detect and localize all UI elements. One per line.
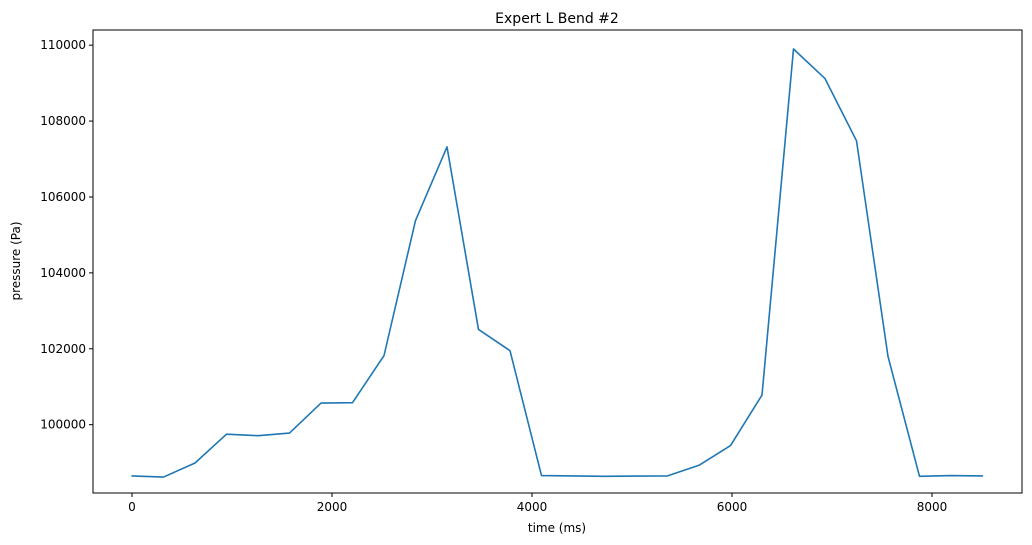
y-tick-label: 106000 (40, 190, 86, 204)
y-tick-label: 100000 (40, 418, 86, 432)
y-tick-label: 108000 (40, 114, 86, 128)
x-axis-label: time (ms) (528, 521, 586, 535)
x-axis: 0 2000 4000 6000 8000 (128, 493, 947, 514)
plot-area (131, 48, 984, 478)
x-tick-label: 6000 (717, 500, 748, 514)
y-tick-label: 110000 (40, 38, 86, 52)
chart-title: Expert L Bend #2 (495, 11, 619, 27)
series-line-0 (131, 48, 984, 478)
axes-frame (92, 29, 1023, 494)
x-tick-label: 4000 (517, 500, 548, 514)
x-tick-label: 8000 (917, 500, 948, 514)
y-axis: 100000 102000 104000 106000 108000 110000 (40, 38, 93, 432)
y-tick-label: 104000 (40, 266, 86, 280)
y-tick-label: 102000 (40, 342, 86, 356)
x-tick-label: 0 (128, 500, 136, 514)
y-axis-label: pressure (Pa) (9, 221, 23, 300)
x-tick-label: 2000 (317, 500, 348, 514)
